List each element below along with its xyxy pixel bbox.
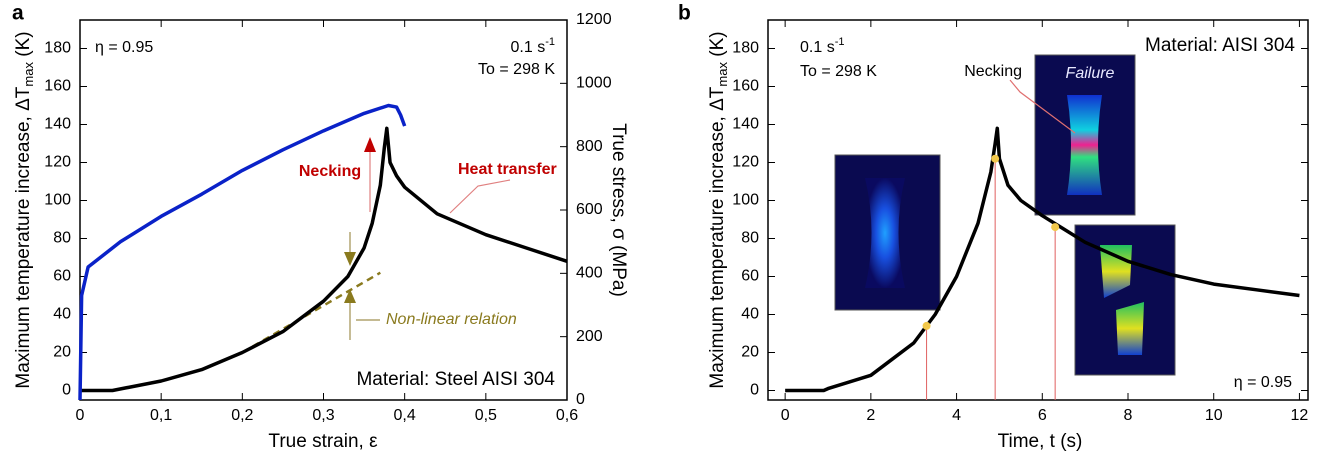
x-tick-label: 0,6 [556,407,578,424]
rate: 0.1 s [800,39,835,56]
annotation: Non-linear relation [386,311,517,328]
y-tick-label: 160 [732,78,759,95]
x-axis-label: True strain, ε [268,431,378,452]
x-axis-label: Time, t (s) [998,431,1083,452]
y-tick-label: 100 [44,192,71,209]
marker [991,154,1000,163]
plot-frame [767,19,1309,401]
y-tick-label: 180 [732,40,759,57]
annotation: Material: Steel AISI 304 [356,369,555,390]
series-line [80,126,568,393]
annotation: Necking [299,163,361,180]
x-tick-label: 4 [952,407,961,424]
x-tick-label: 0,5 [475,407,497,424]
x-tick-label: 2 [866,407,875,424]
y-axis-label: Maximum temperature increase, ΔTmax (K) [707,31,730,388]
thermal-images [834,54,1176,376]
y-tick-label: 140 [44,116,71,133]
y-tick-label: 20 [741,344,759,361]
rate-sup: -1 [835,36,845,48]
series-line [785,126,1300,393]
rate: 0.1 s [511,39,546,56]
y-tick-label: 60 [741,268,759,285]
y2-tick-label: 1200 [576,11,612,28]
y-axis-label: Maximum temperature increase, ΔTmax (K) [13,31,36,388]
annotation: η = 0.95 [95,39,153,56]
y-tick-label: 60 [53,268,71,285]
annotation: Material: AISI 304 [1145,35,1295,56]
y-tick-label: 140 [732,116,759,133]
y2-tick-label: 600 [576,201,603,218]
annotation: η = 0.95 [1234,374,1292,391]
x-tick-label: 0,1 [150,407,172,424]
x-tick-label: 10 [1205,407,1223,424]
x-tick-label: 0 [76,407,85,424]
x-tick-label: 0,3 [312,407,334,424]
x-tick-label: 0,2 [231,407,253,424]
y-label-unit: (K) [13,31,34,62]
annotation: To = 298 K [800,63,877,80]
panel-label: a [12,2,24,25]
annotation: 0.1 s-1 [511,36,555,56]
y2-tick-label: 1000 [576,75,612,92]
y2-tick-label: 200 [576,328,603,345]
y-tick-label: 20 [53,344,71,361]
annotation: 0.1 s-1 [800,36,844,56]
y-tick-label: 80 [53,230,71,247]
y-tick-label: 40 [53,306,71,323]
y2-axis-label: True stress, σ (MPa) [608,123,629,297]
annotation: To = 298 K [478,61,555,78]
annotation: Heat transfer [458,161,557,178]
y-tick-label: 120 [732,154,759,171]
x-tick-label: 12 [1291,407,1309,424]
x-tick-label: 6 [1038,407,1047,424]
y-label-sub: max [21,62,36,87]
y-tick-label: 0 [62,382,71,399]
y-tick-label: 80 [741,230,759,247]
x-tick-label: 8 [1124,407,1133,424]
x-tick-label: 0,4 [394,407,416,424]
annotation: Necking [964,63,1022,80]
marker [922,321,931,330]
x-tick-label: 0 [781,407,790,424]
y-label-main: Maximum temperature increase, ΔT [707,86,728,388]
y-tick-label: 40 [741,306,759,323]
y2-tick-label: 800 [576,138,603,155]
y-tick-label: 160 [44,78,71,95]
y2-tick-label: 0 [576,391,585,408]
y-tick-label: 0 [750,382,759,399]
y-tick-label: 180 [44,40,71,57]
annotation: Failure [1066,65,1115,82]
series-line [78,103,407,401]
y2-tick-label: 400 [576,265,603,282]
y-label-sub: max [715,62,730,87]
y-label-unit: (K) [707,31,728,62]
rate-sup: -1 [545,36,555,48]
y-tick-label: 120 [44,154,71,171]
y-label-main: Maximum temperature increase, ΔT [13,86,34,388]
panel-label: b [678,2,691,25]
y-tick-label: 100 [732,192,759,209]
annotation-arrows [344,137,511,340]
marker [1051,223,1060,232]
